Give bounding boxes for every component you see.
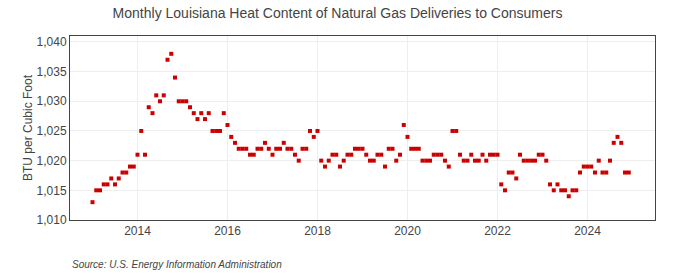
- svg-text:1,020: 1,020: [37, 154, 67, 168]
- svg-text:2024: 2024: [574, 224, 601, 238]
- svg-text:2020: 2020: [394, 224, 421, 238]
- svg-text:Source: U.S. Energy Informatio: Source: U.S. Energy Information Administ…: [72, 259, 282, 270]
- svg-text:2018: 2018: [304, 224, 331, 238]
- svg-text:1,030: 1,030: [37, 94, 67, 108]
- svg-text:2022: 2022: [484, 224, 511, 238]
- svg-text:2016: 2016: [214, 224, 241, 238]
- svg-text:1,010: 1,010: [37, 213, 67, 227]
- svg-text:1,025: 1,025: [37, 124, 67, 138]
- svg-text:Monthly Louisiana Heat Content: Monthly Louisiana Heat Content of Natura…: [113, 5, 563, 21]
- svg-text:2014: 2014: [124, 224, 151, 238]
- svg-text:BTU per Cubic Foot: BTU per Cubic Foot: [21, 74, 35, 181]
- svg-text:1,015: 1,015: [37, 184, 67, 198]
- svg-text:1,035: 1,035: [37, 65, 67, 79]
- svg-text:1,040: 1,040: [37, 35, 67, 49]
